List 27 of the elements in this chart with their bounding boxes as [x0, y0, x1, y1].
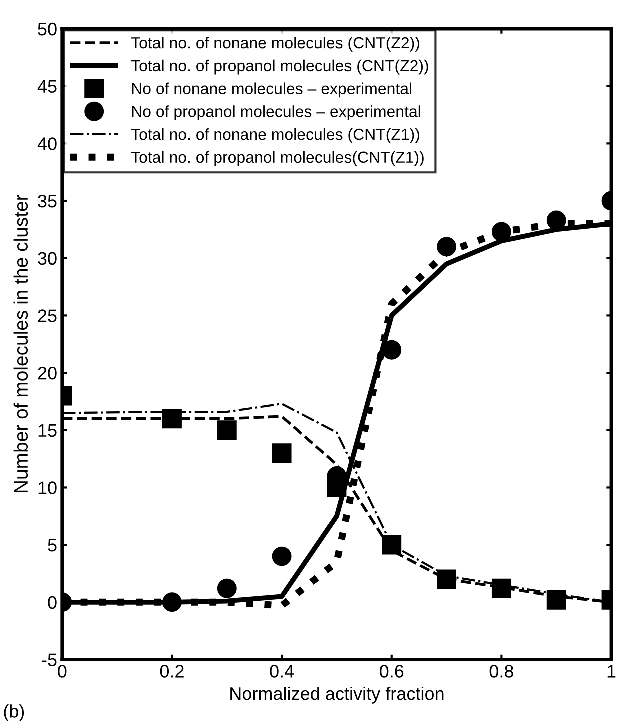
y-tick-label: 40: [38, 138, 57, 150]
y-tick-label: 35: [38, 194, 57, 208]
x-tick-label: 0.6: [380, 665, 404, 678]
x-tick-label: 0: [58, 665, 67, 678]
legend-label: Total no. of nonane molecules (CNT(Z1)): [131, 128, 420, 144]
y-tick-label: 45: [38, 80, 57, 94]
x-tick-label: 1: [608, 665, 616, 678]
x-tick-label: 0.2: [160, 665, 184, 678]
y-tick-label: 15: [38, 424, 57, 438]
x-tick-label: 0.8: [490, 665, 514, 678]
y-tick-label: 10: [38, 482, 57, 494]
y-tick-label: 5: [48, 539, 57, 552]
legend-label: Total no. of nonane molecules (CNT(Z2)): [131, 36, 420, 52]
y-tick-label: 20: [38, 366, 57, 380]
y-tick-label: 0: [48, 596, 57, 610]
y-axis-title: Number of molecules in the cluster: [14, 195, 28, 492]
legend-label: Total no. of propanol molecules(CNT(Z1)): [131, 151, 424, 166]
y-tick-label: -5: [42, 654, 57, 666]
text: (b): [4, 704, 24, 722]
x-axis-title: Normalized activity fraction: [230, 687, 444, 704]
y-tick-label: 25: [38, 310, 57, 322]
x-tick-label: 0.4: [270, 665, 294, 678]
y-tick-label: 30: [38, 252, 57, 266]
y-tick-label: 50: [38, 22, 57, 36]
legend-label: No of nonane molecules – experimental: [132, 82, 412, 98]
legend-label: No of propanol molecules – experimental: [132, 106, 420, 120]
legend-label: Total no. of propanol molecules (CNT(Z2)): [131, 60, 428, 75]
